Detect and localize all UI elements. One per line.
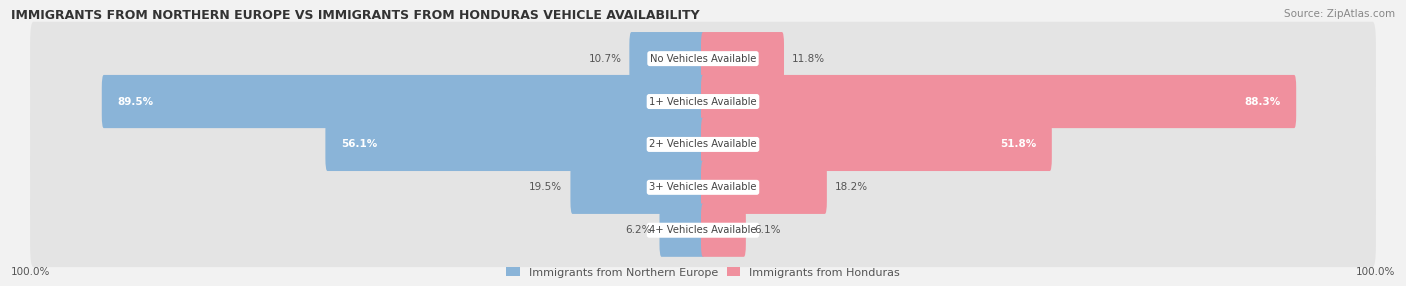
- Text: 10.7%: 10.7%: [588, 54, 621, 63]
- Text: No Vehicles Available: No Vehicles Available: [650, 54, 756, 63]
- FancyBboxPatch shape: [30, 150, 1376, 224]
- FancyBboxPatch shape: [101, 75, 704, 128]
- FancyBboxPatch shape: [702, 32, 785, 85]
- Text: 1+ Vehicles Available: 1+ Vehicles Available: [650, 97, 756, 106]
- Text: 100.0%: 100.0%: [11, 267, 51, 277]
- FancyBboxPatch shape: [325, 118, 704, 171]
- Text: IMMIGRANTS FROM NORTHERN EUROPE VS IMMIGRANTS FROM HONDURAS VEHICLE AVAILABILITY: IMMIGRANTS FROM NORTHERN EUROPE VS IMMIG…: [11, 9, 700, 21]
- Text: 4+ Vehicles Available: 4+ Vehicles Available: [650, 225, 756, 235]
- FancyBboxPatch shape: [702, 75, 1296, 128]
- Text: 88.3%: 88.3%: [1244, 97, 1281, 106]
- FancyBboxPatch shape: [630, 32, 704, 85]
- Text: 2+ Vehicles Available: 2+ Vehicles Available: [650, 140, 756, 149]
- Text: 56.1%: 56.1%: [340, 140, 377, 149]
- FancyBboxPatch shape: [30, 193, 1376, 267]
- FancyBboxPatch shape: [702, 161, 827, 214]
- Text: 18.2%: 18.2%: [835, 182, 868, 192]
- Text: 6.2%: 6.2%: [624, 225, 651, 235]
- Text: 89.5%: 89.5%: [117, 97, 153, 106]
- Text: 11.8%: 11.8%: [792, 54, 825, 63]
- Text: 100.0%: 100.0%: [1355, 267, 1395, 277]
- Text: 6.1%: 6.1%: [754, 225, 780, 235]
- Text: Source: ZipAtlas.com: Source: ZipAtlas.com: [1284, 9, 1395, 19]
- FancyBboxPatch shape: [30, 108, 1376, 181]
- FancyBboxPatch shape: [702, 118, 1052, 171]
- FancyBboxPatch shape: [659, 204, 704, 257]
- FancyBboxPatch shape: [30, 65, 1376, 138]
- Text: 51.8%: 51.8%: [1000, 140, 1036, 149]
- FancyBboxPatch shape: [571, 161, 704, 214]
- FancyBboxPatch shape: [30, 22, 1376, 96]
- Text: 19.5%: 19.5%: [529, 182, 562, 192]
- Text: 3+ Vehicles Available: 3+ Vehicles Available: [650, 182, 756, 192]
- FancyBboxPatch shape: [702, 204, 745, 257]
- Legend: Immigrants from Northern Europe, Immigrants from Honduras: Immigrants from Northern Europe, Immigra…: [506, 267, 900, 278]
